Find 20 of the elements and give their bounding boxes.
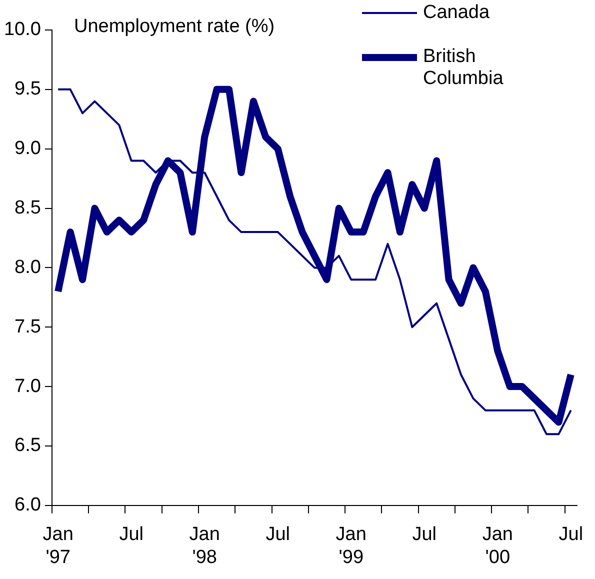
y-tick-label: 9.0 bbox=[14, 138, 41, 160]
y-tick-label: 9.5 bbox=[14, 78, 41, 100]
y-tick-label: 10.0 bbox=[4, 19, 41, 40]
x-tick-label: Jan '00 bbox=[482, 524, 513, 568]
x-tick-label: Jan '99 bbox=[336, 524, 366, 568]
y-axis-title: Unemployment rate (%) bbox=[74, 16, 275, 38]
x-tick-label: Jul bbox=[558, 524, 584, 546]
x-tick-label: Jan '98 bbox=[189, 524, 220, 568]
x-tick-label: Jan '97 bbox=[42, 524, 74, 568]
x-tick-label: Jul bbox=[412, 524, 437, 546]
y-tick-label: 8.0 bbox=[14, 256, 41, 278]
legend-label: British Columbia bbox=[423, 46, 504, 90]
legend-label: Canada bbox=[423, 2, 490, 24]
x-tick-label: Jul bbox=[119, 524, 144, 546]
y-tick-label: 7.5 bbox=[14, 316, 41, 338]
y-tick-label: 8.5 bbox=[14, 198, 41, 219]
x-tick-label: Jul bbox=[266, 524, 290, 546]
y-tick-label: 7.0 bbox=[14, 376, 41, 397]
y-tick-label: 6.0 bbox=[14, 494, 41, 516]
y-tick-label: 6.5 bbox=[14, 435, 41, 456]
